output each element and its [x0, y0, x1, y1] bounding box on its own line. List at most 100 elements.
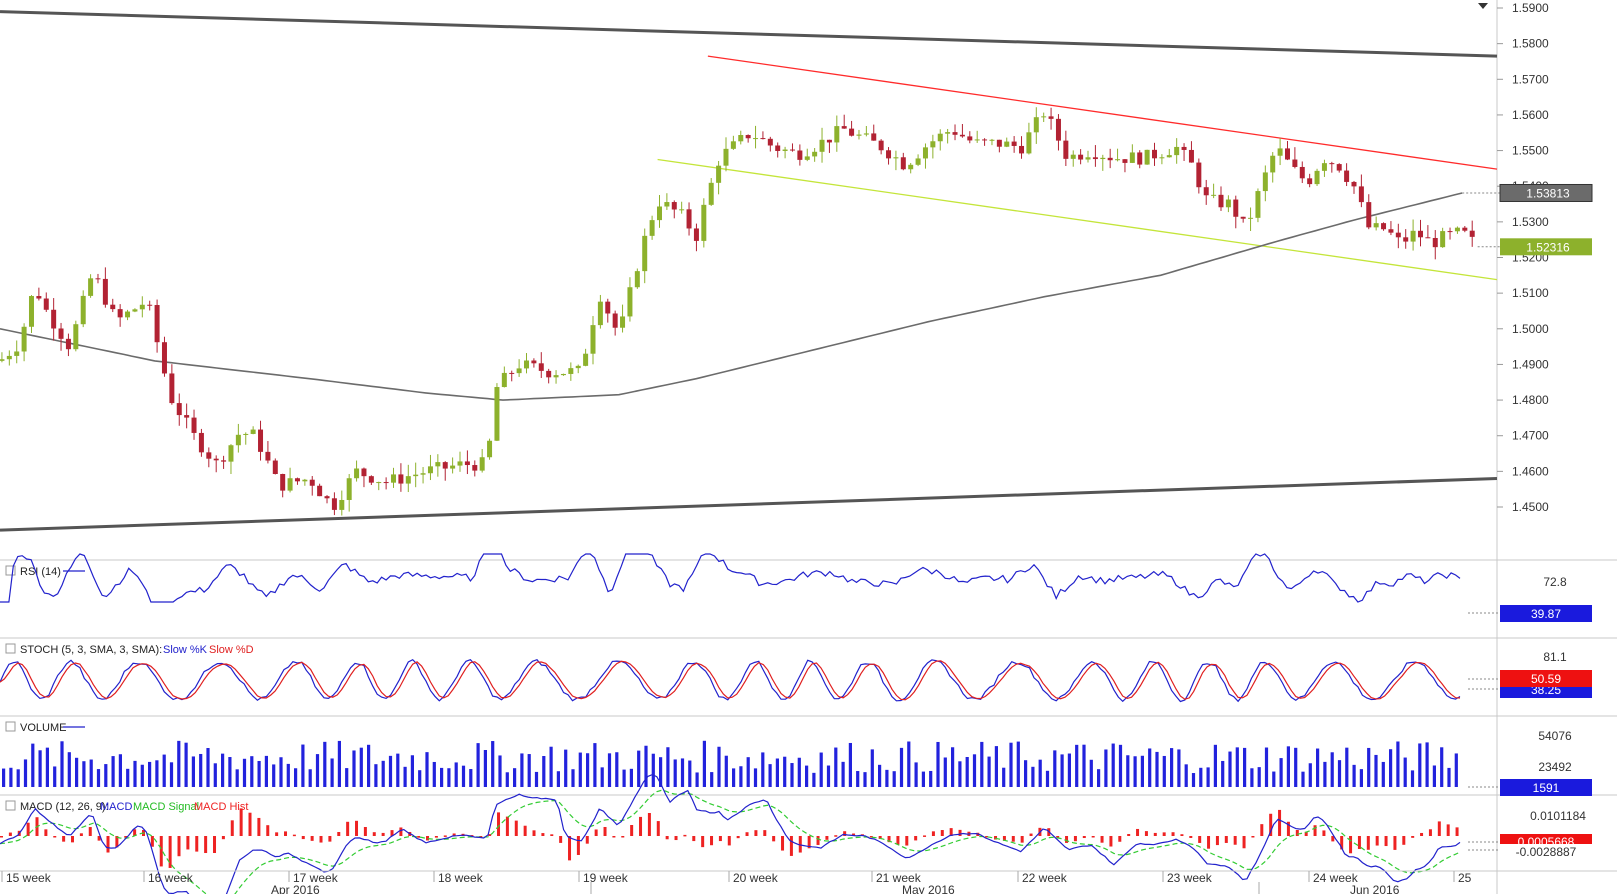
volume-bar — [155, 760, 159, 787]
macd-hist-bar — [168, 836, 172, 868]
volume-bar — [1447, 767, 1451, 787]
macd-hist-bar — [1366, 836, 1370, 850]
candle-body — [427, 466, 433, 474]
candle-body — [1344, 170, 1350, 182]
volume-bar — [527, 754, 531, 787]
candle-body — [538, 363, 544, 371]
candle-body — [479, 457, 485, 471]
price-panel[interactable]: 1.59001.58001.57001.56001.55001.54001.53… — [0, 0, 1617, 561]
macd-hist-bar — [1109, 836, 1113, 847]
week-label: 21 week — [876, 871, 922, 885]
price-tick-label: 1.5000 — [1512, 322, 1549, 336]
candle-body — [1196, 162, 1202, 188]
volume-bar — [1177, 749, 1181, 787]
candle-body — [198, 432, 204, 453]
volume-bar — [972, 754, 977, 787]
volume-bar — [206, 748, 210, 787]
candlesticks — [0, 107, 1475, 516]
rsi-settings-icon[interactable] — [5, 565, 16, 576]
macd-hist-bar — [807, 836, 811, 849]
time-axis: 15 week 16 week 17 week 18 week 19 week 20 we… — [0, 870, 1617, 894]
week-label: 18 week — [438, 871, 484, 885]
candle-body — [125, 311, 131, 318]
volume-bar — [476, 743, 480, 787]
candle-body — [1144, 149, 1150, 165]
volume-bar — [1250, 768, 1254, 787]
volume-bar — [797, 757, 801, 787]
candle-body — [590, 325, 596, 354]
trend-lines — [0, 10, 1498, 532]
candle-body — [472, 465, 478, 471]
volume-bar — [1104, 749, 1108, 787]
macd-panel[interactable]: MACD (12, 26, 9): MACD MACD Signal MACD … — [0, 773, 1592, 894]
macd-settings-icon[interactable] — [5, 800, 16, 811]
volume-bar — [1345, 747, 1349, 787]
macd-hist-bar — [621, 836, 625, 838]
volume-bar — [221, 753, 225, 787]
candle-body — [634, 271, 640, 288]
macd-hist-bar — [763, 830, 767, 836]
macd-hist-bar — [1428, 829, 1432, 836]
macd-hist-bar — [1144, 831, 1148, 836]
price-tick-label: 1.4600 — [1512, 464, 1549, 478]
macd-hist-bar — [639, 816, 643, 836]
candle-body — [708, 182, 714, 205]
candle-body — [723, 148, 729, 166]
volume-bar — [1126, 755, 1130, 787]
volume-bar — [1221, 760, 1225, 787]
candle-body — [1233, 199, 1239, 217]
macd-hist-bar — [1100, 836, 1104, 843]
price-tick-label: 1.4700 — [1512, 429, 1549, 443]
volume-bar — [607, 753, 612, 787]
candle-body — [280, 473, 286, 491]
macd-hist-bar — [683, 834, 687, 837]
candle-body — [908, 164, 914, 170]
candle-body — [102, 278, 108, 305]
volume-bar — [1184, 764, 1188, 787]
macd-hist-bar — [1402, 836, 1406, 845]
macd-hist-bar — [399, 827, 403, 836]
volume-settings-icon[interactable] — [5, 721, 16, 732]
candle-body — [51, 309, 57, 329]
volume-bar — [440, 767, 444, 787]
volume-bar — [564, 749, 568, 787]
candle-body — [1055, 118, 1061, 141]
volume-bar — [75, 757, 79, 787]
macd-hist-bar — [798, 836, 802, 853]
volume-bar — [1235, 747, 1239, 787]
volume-bar — [16, 769, 20, 787]
volume-bar — [739, 766, 743, 787]
macd-hist-bar — [213, 836, 217, 854]
candle-body — [117, 309, 123, 318]
price-value-badge: 1.52316 — [1500, 238, 1592, 256]
volume-bar — [805, 765, 809, 787]
macd-hist-bar — [186, 836, 190, 850]
candle-body — [1336, 164, 1342, 171]
volume-bar — [213, 763, 217, 787]
candle-body — [745, 135, 751, 139]
macd-hist-bar — [1437, 821, 1441, 836]
volume-bar — [403, 766, 407, 787]
rsi-panel[interactable]: RSI (14) 72.8 39.87 — [0, 553, 1617, 639]
volume-bar — [169, 762, 174, 787]
collapse-arrow-icon[interactable] — [1478, 3, 1488, 9]
candle-body — [605, 301, 611, 314]
macd-hist-bar — [88, 827, 92, 836]
volume-panel[interactable]: VOLUME 54076 23492 1591 — [0, 716, 1617, 796]
stoch-settings-icon[interactable] — [5, 643, 16, 654]
volume-bar — [1403, 757, 1407, 787]
volume-bar — [491, 741, 495, 787]
week-label: 16 week — [148, 871, 194, 885]
volume-bar — [1038, 759, 1042, 787]
macd-hist-bar — [745, 832, 749, 836]
stoch-panel[interactable]: STOCH (5, 3, SMA, 3, SMA): Slow %K Slow … — [0, 638, 1617, 717]
macd-hist-bar — [355, 820, 359, 836]
macd-hist-bar — [949, 828, 953, 836]
candle-body — [1395, 232, 1401, 238]
candle-body — [945, 132, 951, 134]
candle-body — [841, 126, 847, 129]
macd-hist-bar — [177, 836, 181, 857]
candle-body — [1270, 155, 1276, 173]
volume-bar — [943, 757, 947, 787]
